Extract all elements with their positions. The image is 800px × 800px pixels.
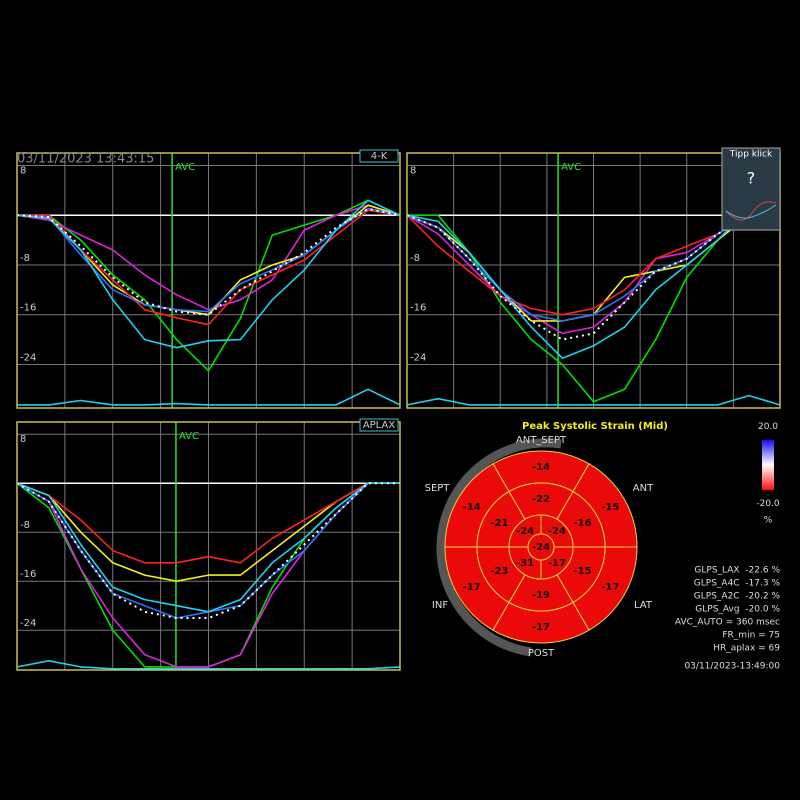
segment [527,533,555,561]
segment-value: -24 [548,526,566,537]
segment-value: -15 [601,502,619,513]
segment-value: -14 [532,462,550,473]
color-scale [762,440,774,490]
segment-value: -24 [532,542,550,553]
direction-label: INF [432,600,448,611]
strain-curve [17,482,400,613]
y-tick-label: -16 [410,303,426,314]
y-tick-label: -16 [20,303,36,314]
strain-panel: 8 -8 -16 -24 AVC 03/11/2023 13:43:15 4-K [16,149,401,409]
direction-label: SEPT [425,483,451,494]
segment-value: -15 [574,566,592,577]
stat-line: AVC_AUTO = 360 msec [675,618,780,628]
strain-curve [407,195,780,359]
strain-curve [407,394,780,406]
curves [17,199,400,406]
strain-curve [17,204,400,311]
y-tick-label: 8 [20,434,26,445]
y-tick-label: -24 [410,352,426,363]
direction-label: ANT_SEPT [516,435,567,446]
y-tick-label: 8 [20,165,26,176]
stat-line: GLPS_A4C -17.3 % [694,579,781,589]
scale-unit: % [764,516,773,526]
segment-value: -17 [463,582,481,593]
strain-curve [17,388,400,406]
segment-value: -24 [516,526,534,537]
y-tick-label: -16 [20,569,36,580]
segment-value: -19 [532,590,550,601]
help-thumb [725,201,777,221]
y-tick-label: -8 [410,253,420,264]
view-label: 4-K [371,151,388,162]
view-box [359,418,399,432]
direction-label: POST [528,648,555,659]
panel-frame [16,152,401,409]
segment-value: -17 [548,558,566,569]
curves [17,482,400,670]
segment-value: -17 [601,582,619,593]
view-box [359,149,399,163]
y-tick-label: 8 [410,165,416,176]
y-tick-label: -8 [20,520,30,531]
segment-value: -31 [516,558,534,569]
strain-curve [17,199,400,349]
panel-frame [16,421,401,671]
curves [407,195,780,406]
segment-value: -17 [532,622,550,633]
strain-curve [407,195,780,322]
bullseye-title: Peak Systolic Strain (Mid) [522,421,668,432]
view-label: APLAX [363,420,396,431]
avc-label: AVC [561,162,581,173]
avc-label: AVC [175,162,195,173]
back-arc [436,438,562,657]
y-tick-label: -8 [20,253,30,264]
strain-curve [17,482,400,564]
footer-timestamp: 03/11/2023-13:49:00 [684,662,780,672]
direction-label: ANT [633,483,654,494]
direction-label: LAT [634,600,653,611]
stat-line: GLPS_Avg -20.0 % [695,605,780,615]
strain-panel: 8 -8 -16 -24 AVC APLAX [16,418,401,671]
stat-line: GLPS_LAX -22.6 % [694,566,780,576]
timestamp: 03/11/2023 13:43:15 [17,152,154,167]
panel-frame [406,152,781,409]
segment-value: -22 [532,494,550,505]
strain-curve [17,660,400,670]
segment-value: -16 [574,518,592,529]
avc-label: AVC [179,431,199,442]
y-tick-label: -24 [20,618,36,629]
stat-line: GLPS_A2C -20.2 % [694,592,781,602]
stat-line: HR_aplax = 69 [713,644,780,654]
strain-panel: 8 -8 -16 -24 AVC Tipp klick? [406,147,781,409]
stat-line: FR_min = 75 [722,631,780,641]
segment-value: -23 [490,566,508,577]
y-tick-label: -24 [20,352,36,363]
scale-label: 20.0 [758,422,778,432]
segment-value: -21 [490,518,508,529]
segment-value: -14 [463,502,481,513]
help-thumb [725,204,777,219]
help-icon: ? [747,169,756,188]
help-label[interactable]: Tipp klick [729,150,773,160]
scale-label: -20.0 [756,499,780,509]
